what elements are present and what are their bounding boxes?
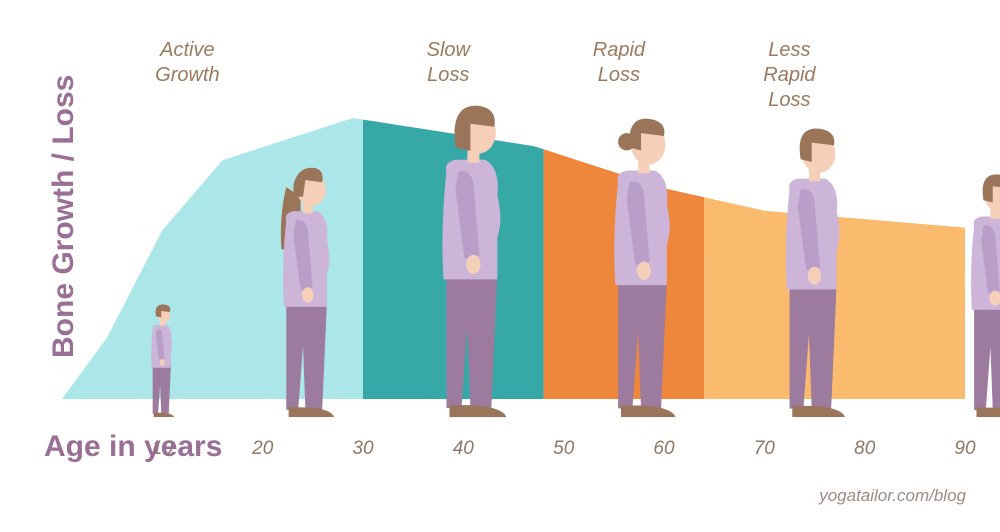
x-axis-title: Age in years <box>44 430 222 463</box>
x-tick-label: 80 <box>854 438 876 459</box>
figure-4 <box>614 118 676 417</box>
x-axis-ticks: 10 20 30 40 50 60 70 80 90 <box>152 438 976 459</box>
figure-5 <box>785 128 845 417</box>
phase-label-4: Less Rapid Loss <box>763 39 816 111</box>
x-tick-label: 50 <box>553 438 575 459</box>
x-tick-label: 30 <box>352 438 374 459</box>
figure-1 <box>151 304 175 417</box>
figure-6 <box>971 174 1000 418</box>
x-tick-label: 20 <box>251 438 274 459</box>
x-tick-label: 90 <box>954 438 976 459</box>
phase-label-2: Slow Loss <box>427 39 472 86</box>
figure-2 <box>280 167 335 417</box>
watermark: yogatailor.com/blog <box>818 486 966 505</box>
x-tick-label: 60 <box>653 438 675 459</box>
human-figures <box>151 105 1000 418</box>
y-axis-title: Bone Growth / Loss <box>47 75 80 358</box>
x-tick-label: 70 <box>754 438 776 459</box>
figure-3 <box>442 105 507 418</box>
phase-label-3: Rapid Loss <box>593 39 646 86</box>
phase-labels: Active Growth Slow Loss Rapid Loss Less Rapid Lo… <box>155 39 816 111</box>
x-tick-label: 40 <box>453 438 475 459</box>
x-tick-label: 10 <box>152 438 174 459</box>
phase-label-1: Active Growth <box>155 39 219 86</box>
